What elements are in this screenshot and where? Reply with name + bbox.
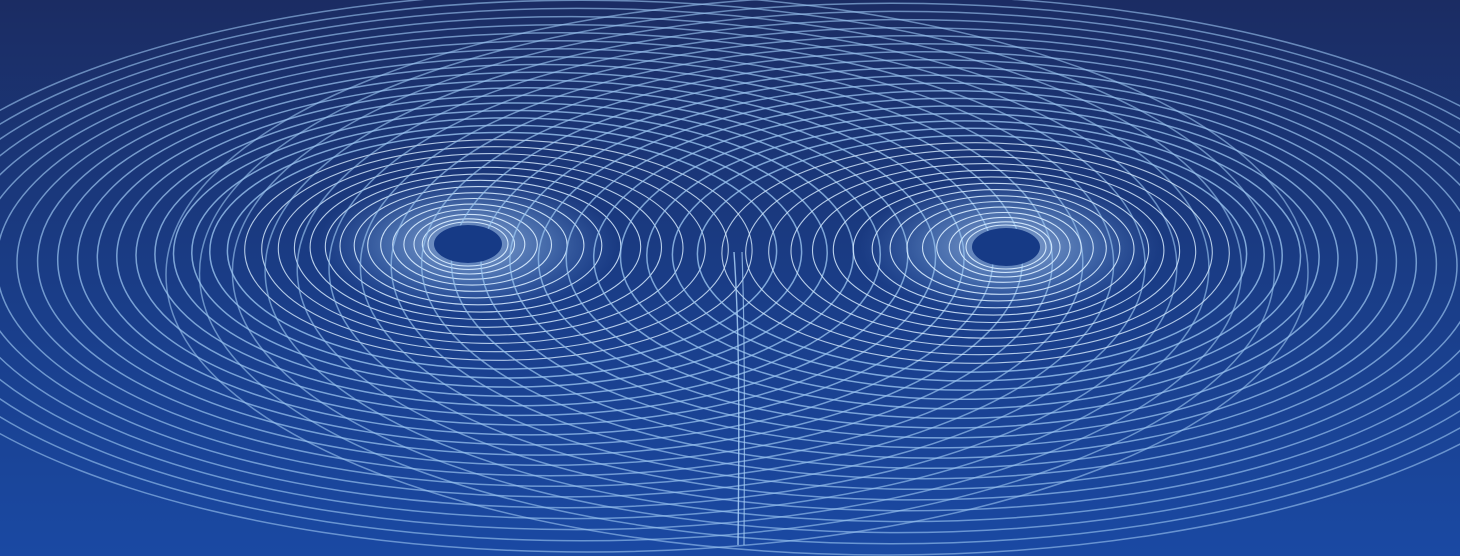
trajectory-loop bbox=[871, 189, 1121, 309]
trajectory-loop bbox=[0, 7, 1243, 531]
right-lobe-trajectory bbox=[165, 0, 1460, 556]
trajectory-loop bbox=[906, 200, 1094, 295]
trajectory-loop bbox=[619, 112, 1302, 401]
trajectory-loop bbox=[293, 160, 684, 336]
trajectory-loop bbox=[790, 163, 1181, 339]
trajectory-loop bbox=[226, 131, 778, 370]
trajectory-loop bbox=[277, 153, 706, 344]
trajectory-loop bbox=[965, 224, 1047, 270]
trajectory-loop bbox=[0, 15, 1210, 520]
trajectory-loop bbox=[852, 182, 1135, 316]
trajectory-loop bbox=[936, 211, 1071, 283]
trajectory-loop bbox=[450, 66, 1418, 459]
trajectory-loop bbox=[244, 139, 753, 361]
trajectory-loop bbox=[264, 18, 1460, 523]
trajectory-loop bbox=[328, 35, 1460, 501]
trajectory-loop bbox=[958, 221, 1053, 273]
trajectory-loop bbox=[209, 124, 803, 379]
trajectory-loop bbox=[768, 156, 1197, 347]
trajectory-loop bbox=[592, 105, 1320, 410]
trajectory-loop bbox=[832, 176, 1150, 324]
left-lobe-core bbox=[434, 225, 502, 263]
trajectory-loop bbox=[948, 216, 1061, 278]
right-lobe-core bbox=[972, 228, 1040, 266]
center-stem bbox=[733, 251, 745, 546]
trajectory-loop bbox=[191, 117, 828, 388]
trajectory-loop bbox=[353, 186, 603, 306]
trajectory-loop bbox=[889, 195, 1107, 302]
trajectory-loop bbox=[154, 102, 882, 407]
trajectory-loop bbox=[309, 166, 663, 328]
trajectory-loop bbox=[367, 192, 585, 299]
trajectory-loop bbox=[421, 218, 516, 270]
trajectory-loop bbox=[359, 43, 1460, 490]
trajectory-loop bbox=[427, 221, 509, 267]
trajectory-loop bbox=[231, 10, 1460, 534]
trajectory-loop bbox=[721, 142, 1230, 364]
trajectory-loop bbox=[16, 47, 1084, 477]
trajectory-loop bbox=[0, 0, 1276, 542]
trajectory-loop bbox=[392, 203, 553, 286]
trajectory-loop bbox=[696, 134, 1248, 373]
trajectory-loop bbox=[811, 169, 1165, 331]
trajectory-loop bbox=[413, 213, 526, 275]
trajectory-loop bbox=[198, 2, 1460, 545]
trajectory-loop bbox=[36, 55, 1054, 467]
trajectory-loop bbox=[565, 97, 1339, 420]
trajectory-loop bbox=[646, 120, 1283, 391]
trajectory-loop bbox=[480, 74, 1398, 449]
trajectory-loop bbox=[165, 0, 1460, 556]
trajectory-loop bbox=[745, 149, 1213, 356]
trajectory-loop bbox=[324, 173, 642, 321]
trajectory-loop bbox=[671, 127, 1265, 382]
trajectory-loop bbox=[390, 50, 1458, 480]
trajectory-loop bbox=[0, 40, 1115, 487]
trajectory-loop bbox=[509, 82, 1378, 439]
trajectory-loop bbox=[420, 58, 1438, 470]
trajectory-loop bbox=[261, 146, 729, 353]
trajectory-loop bbox=[0, 0, 1309, 553]
trajectory-loop bbox=[921, 206, 1082, 289]
trajectory-loop bbox=[537, 90, 1358, 429]
trajectory-loop bbox=[296, 27, 1460, 512]
